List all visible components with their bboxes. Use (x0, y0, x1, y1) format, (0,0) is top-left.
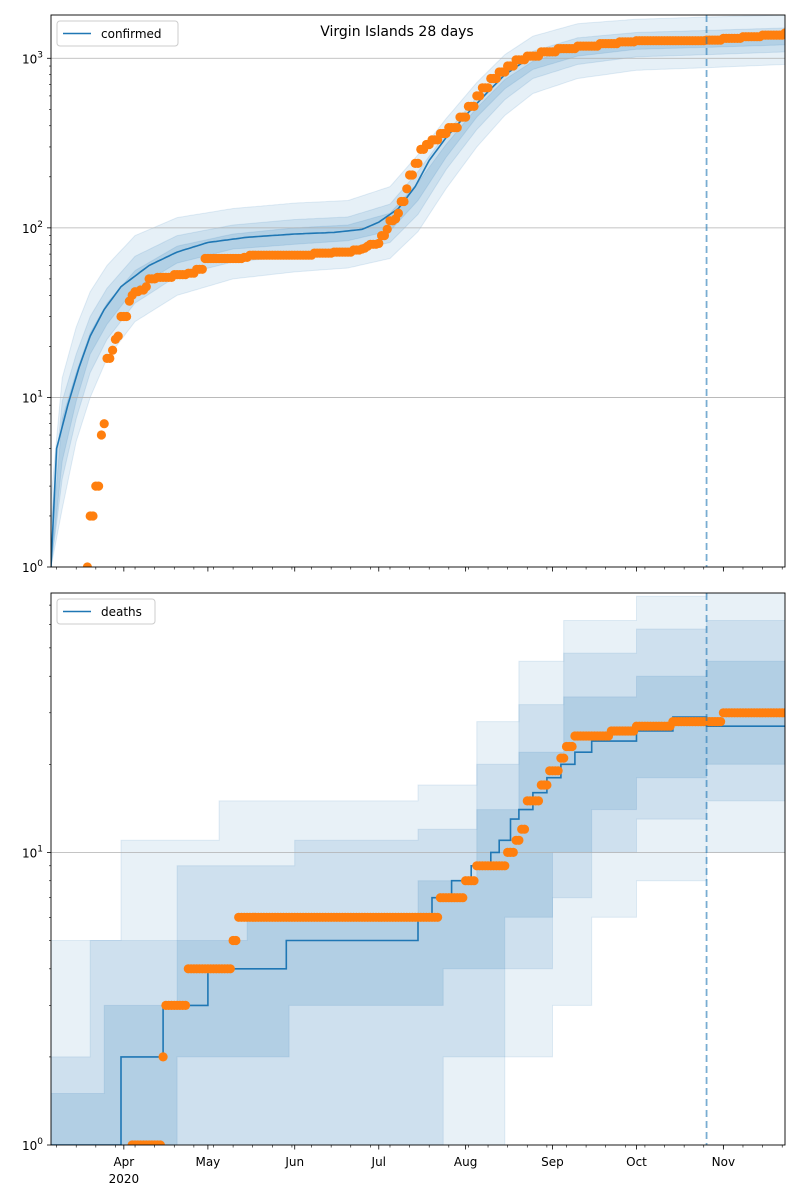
observed-point (500, 861, 510, 871)
x-tick-label: Sep (541, 1155, 564, 1169)
y-tick-label: 100 (22, 559, 43, 575)
y-tick-exponent: 2 (37, 220, 43, 230)
observed-point (108, 345, 118, 355)
axes-frame (50, 14, 786, 568)
x-tick-label: Aug (454, 1155, 477, 1169)
x-tick-label: Oct (626, 1155, 647, 1169)
y-tick-label: 103 (22, 50, 43, 66)
chart-title: Virgin Islands 28 days (320, 24, 473, 40)
confirmed-legend: confirmed (56, 20, 179, 47)
deaths-axes-frame (50, 592, 786, 1146)
observed-point (94, 481, 104, 491)
observed-point (82, 562, 92, 567)
legend-label-confirmed: confirmed (101, 27, 162, 41)
y-tick-exponent: 1 (37, 389, 43, 399)
deaths-legend: deaths (56, 598, 156, 625)
deaths-y-axis: 100 101 (22, 604, 51, 1153)
deaths-uncertainty-bands (51, 593, 785, 1145)
observed-point (458, 893, 468, 903)
deaths-x-axis: Apr 2020 May Jun Jul Aug Sep Oct Nov (56, 1145, 783, 1186)
observed-point (461, 112, 471, 122)
observed-point (475, 91, 485, 101)
observed-point (113, 331, 123, 341)
y-tick-exponent: 1 (37, 844, 43, 854)
observed-point (519, 824, 530, 834)
observed-point (225, 964, 235, 974)
axes-frame (50, 592, 786, 1146)
x-tick-label: Jun (284, 1155, 304, 1169)
observed-point (374, 238, 384, 248)
x-tick-label: Apr (113, 1155, 134, 1169)
observed-point (542, 780, 552, 790)
observed-point (533, 796, 544, 806)
deaths-panel: 100 101 Apr 2020 May Jun Jul Aug Sep Oct Nov deat… (22, 592, 786, 1186)
observed-point (155, 1140, 165, 1145)
uncertainty-band-1 (51, 593, 785, 1145)
x-tick-label: May (195, 1155, 220, 1169)
observed-point (483, 83, 493, 93)
observed-point (141, 282, 151, 292)
observed-point (402, 184, 412, 194)
observed-point (96, 430, 106, 440)
observed-point (407, 170, 417, 180)
observed-point (413, 158, 423, 168)
observed-point (382, 224, 392, 234)
observed-point (122, 311, 132, 322)
observed-point (559, 753, 569, 763)
observed-point (567, 741, 577, 752)
deaths-model-line (51, 716, 785, 1145)
legend-box (56, 20, 179, 47)
observed-point (508, 847, 518, 858)
observed-point (469, 876, 479, 886)
observed-point (780, 708, 785, 718)
y-tick-exponent: 0 (37, 1137, 43, 1147)
y-tick-label: 101 (22, 844, 43, 860)
confirmed-gridlines (51, 57, 785, 398)
x-tick-label: Jul (371, 1155, 386, 1169)
legend-box (56, 598, 156, 625)
observed-point (452, 123, 462, 133)
confirmed-observed-points (82, 28, 785, 567)
y-tick-exponent: 0 (37, 559, 43, 569)
observed-point (553, 766, 563, 776)
observed-point (433, 912, 443, 922)
y-tick-label: 102 (22, 220, 43, 236)
observed-point (99, 419, 109, 429)
y-tick-label: 101 (22, 389, 43, 405)
confirmed-x-axis (56, 567, 783, 572)
confirmed-uncertainty-bands (51, 15, 785, 567)
uncertainty-band-1 (51, 15, 785, 567)
confirmed-axes-frame (50, 14, 786, 568)
observed-point (399, 196, 409, 207)
x-tick-year-label: 2020 (109, 1172, 140, 1186)
legend-label-deaths: deaths (101, 605, 142, 619)
model-median-line (51, 716, 785, 1145)
observed-point (105, 353, 115, 363)
deaths-observed-points (127, 708, 785, 1145)
observed-point (88, 511, 98, 521)
observed-point (716, 717, 726, 727)
observed-point (393, 208, 403, 218)
observed-point (780, 28, 785, 38)
observed-point (231, 935, 241, 946)
observed-point (158, 1052, 168, 1062)
observed-point (514, 835, 524, 845)
observed-point (197, 264, 207, 274)
y-tick-exponent: 3 (37, 50, 43, 60)
observed-point (469, 101, 479, 111)
observed-point (180, 1000, 191, 1011)
x-tick-label: Nov (712, 1155, 735, 1169)
y-tick-label: 100 (22, 1137, 43, 1153)
